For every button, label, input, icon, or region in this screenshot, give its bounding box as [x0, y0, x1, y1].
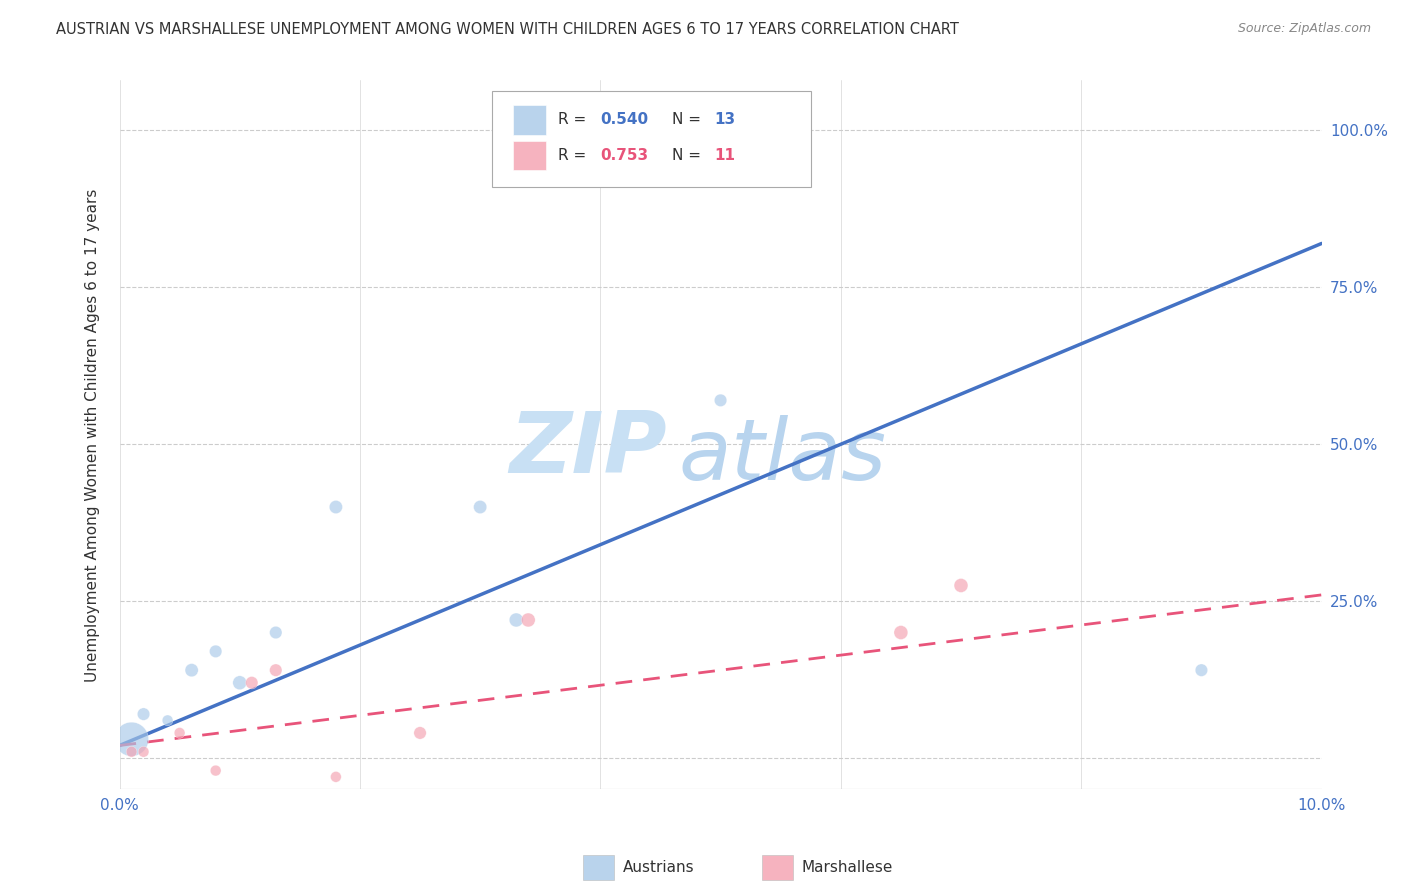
Point	[505, 613, 527, 627]
Point	[793, 117, 815, 131]
Text: Marshallese: Marshallese	[801, 860, 893, 874]
Point	[228, 675, 252, 690]
Text: 13: 13	[714, 112, 735, 128]
Point	[121, 732, 143, 747]
Point	[204, 764, 226, 778]
Point	[325, 770, 347, 784]
Point	[264, 625, 287, 640]
Point	[325, 500, 347, 514]
Point	[409, 726, 432, 740]
Point	[468, 500, 492, 514]
Point	[132, 745, 155, 759]
Text: ZIP: ZIP	[509, 408, 666, 491]
Y-axis label: Unemployment Among Women with Children Ages 6 to 17 years: Unemployment Among Women with Children A…	[86, 188, 100, 681]
Text: R =: R =	[558, 148, 592, 163]
Point	[169, 726, 191, 740]
FancyBboxPatch shape	[492, 91, 811, 186]
Point	[1189, 663, 1212, 677]
Point	[950, 578, 973, 592]
Bar	[513, 141, 547, 170]
Text: Austrians: Austrians	[623, 860, 695, 874]
Point	[132, 707, 155, 722]
Point	[121, 745, 143, 759]
Text: atlas: atlas	[679, 415, 887, 498]
Text: R =: R =	[558, 112, 592, 128]
Point	[264, 663, 287, 677]
Text: 0.540: 0.540	[600, 112, 648, 128]
Text: Source: ZipAtlas.com: Source: ZipAtlas.com	[1237, 22, 1371, 36]
Text: N =: N =	[672, 112, 706, 128]
Text: N =: N =	[672, 148, 706, 163]
Point	[156, 714, 179, 728]
Point	[709, 393, 731, 408]
Point	[890, 625, 912, 640]
Point	[180, 663, 202, 677]
Point	[517, 613, 540, 627]
Text: 11: 11	[714, 148, 735, 163]
Bar	[513, 105, 547, 135]
Text: AUSTRIAN VS MARSHALLESE UNEMPLOYMENT AMONG WOMEN WITH CHILDREN AGES 6 TO 17 YEAR: AUSTRIAN VS MARSHALLESE UNEMPLOYMENT AMO…	[56, 22, 959, 37]
Point	[204, 644, 226, 658]
Text: 0.753: 0.753	[600, 148, 648, 163]
Point	[240, 675, 263, 690]
